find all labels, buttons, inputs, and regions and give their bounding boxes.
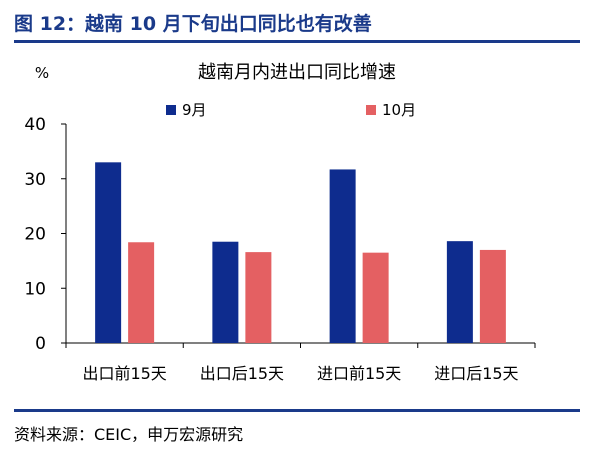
bar-oct — [128, 242, 155, 343]
bar-sep — [95, 162, 122, 343]
bar-chart: 越南月内进出口同比增速 % 9月 10月 0 10 20 30 40 出口前15天 出口后1… — [24, 62, 536, 383]
bar-oct — [245, 252, 272, 343]
x-tick-label: 出口前15天 — [82, 364, 166, 383]
bar-sep — [212, 241, 239, 343]
x-tick-label: 出口后15天 — [200, 364, 284, 383]
bar-oct — [479, 249, 506, 343]
legend-label: 9月 — [182, 101, 207, 119]
y-tick-label: 30 — [24, 170, 46, 190]
x-tick-label: 进口前15天 — [317, 364, 401, 383]
y-tick-label: 40 — [24, 115, 46, 135]
y-tick-label: 10 — [24, 279, 46, 299]
x-axis: 出口前15天 出口后15天 进口前15天 进口后15天 — [65, 342, 536, 383]
legend-swatch — [166, 105, 176, 115]
chart-title: 越南月内进出口同比增速 — [198, 62, 396, 83]
bar-sep — [329, 169, 356, 343]
source-note: 资料来源：CEIC，申万宏源研究 — [14, 425, 244, 444]
legend-swatch — [366, 105, 376, 115]
bar-sep — [446, 241, 473, 343]
y-axis-unit-label: % — [35, 64, 49, 82]
legend: 9月 10月 — [166, 101, 416, 119]
y-tick-label: 20 — [24, 225, 46, 245]
legend-label: 10月 — [382, 101, 416, 119]
bars — [95, 162, 506, 343]
y-axis: 0 10 20 30 40 — [24, 115, 67, 354]
y-tick-label: 0 — [35, 334, 46, 354]
title-divider — [14, 40, 580, 43]
bar-oct — [362, 252, 389, 343]
footer-divider — [14, 409, 580, 412]
x-tick-label: 进口后15天 — [434, 364, 518, 383]
figure-title: 图 12：越南 10 月下旬出口同比也有改善 — [14, 13, 372, 35]
